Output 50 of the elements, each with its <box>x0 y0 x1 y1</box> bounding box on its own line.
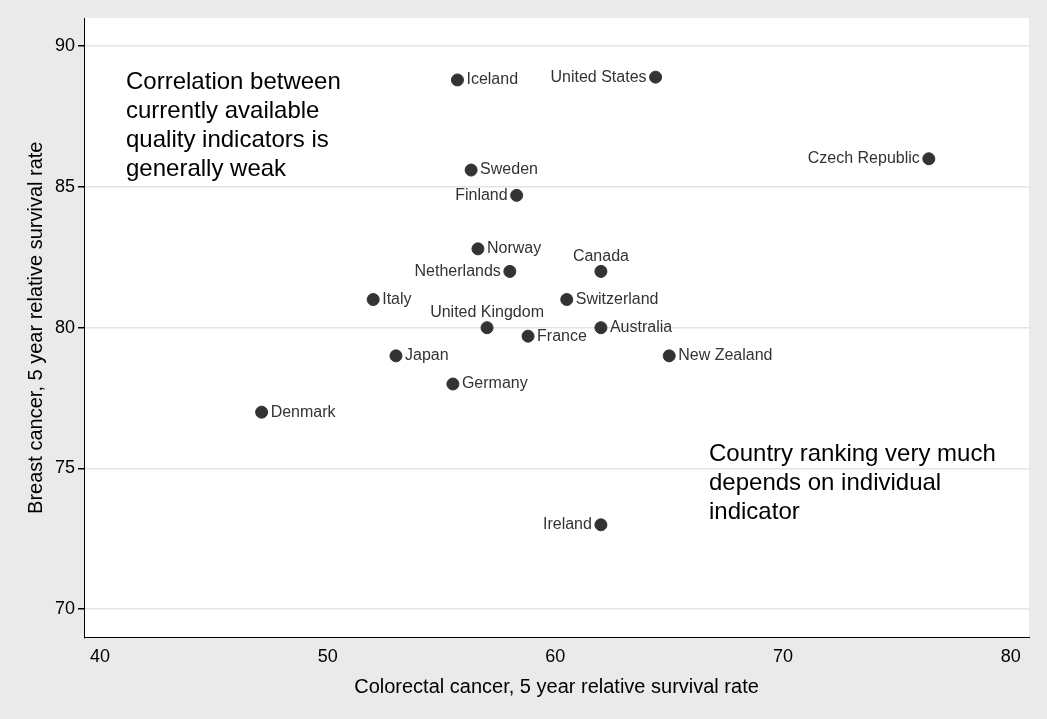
annotation: Country ranking very much depends on individual indicator <box>709 439 996 525</box>
y-tick-label: 85 <box>54 175 76 196</box>
point <box>922 152 936 166</box>
point <box>560 293 574 307</box>
data-label: Ireland <box>542 515 592 533</box>
y-tick-label: 90 <box>54 35 76 56</box>
x-axis-title: Colorectal cancer, 5 year relative survival rate <box>354 674 759 697</box>
point <box>480 321 494 335</box>
point <box>510 188 524 202</box>
data-label: Japan <box>404 346 449 364</box>
point <box>450 73 464 87</box>
data-label: Czech Republic <box>807 149 920 167</box>
annotation: Correlation between currently available quality indicators is generally weak <box>126 66 341 181</box>
x-tick-label: 80 <box>1000 646 1021 667</box>
point <box>255 405 269 419</box>
data-label: Iceland <box>466 70 519 88</box>
point <box>446 377 460 391</box>
data-label: Canada <box>572 246 630 264</box>
point <box>594 321 608 335</box>
data-label: New Zealand <box>678 346 773 364</box>
y-axis-title: Breast cancer, 5 year relative survival rate <box>23 141 46 514</box>
data-label: Denmark <box>270 402 337 420</box>
y-tick-label: 80 <box>54 316 76 337</box>
data-label: Italy <box>382 289 412 307</box>
data-label: Australia <box>609 318 673 336</box>
data-label: Germany <box>461 374 528 392</box>
x-tick-label: 70 <box>773 646 794 667</box>
point <box>649 70 663 84</box>
point <box>464 163 478 177</box>
point <box>594 518 608 532</box>
point <box>662 349 676 363</box>
data-label: Norway <box>486 239 542 257</box>
point <box>594 264 608 278</box>
data-label: Sweden <box>480 160 538 178</box>
x-tick-label: 60 <box>545 646 566 667</box>
y-tick-label: 75 <box>54 457 76 478</box>
point <box>389 349 403 363</box>
data-label: France <box>537 326 587 344</box>
data-label: Netherlands <box>414 261 501 279</box>
data-label: United States <box>550 67 647 85</box>
point <box>471 242 485 256</box>
data-label: Finland <box>455 185 508 203</box>
point <box>366 293 380 307</box>
y-tick-label: 70 <box>54 598 76 619</box>
point <box>521 329 535 343</box>
data-label: Switzerland <box>575 289 659 307</box>
point <box>503 264 517 278</box>
x-tick-label: 40 <box>89 646 110 667</box>
data-label: United Kingdom <box>430 303 544 321</box>
x-tick-label: 50 <box>317 646 338 667</box>
